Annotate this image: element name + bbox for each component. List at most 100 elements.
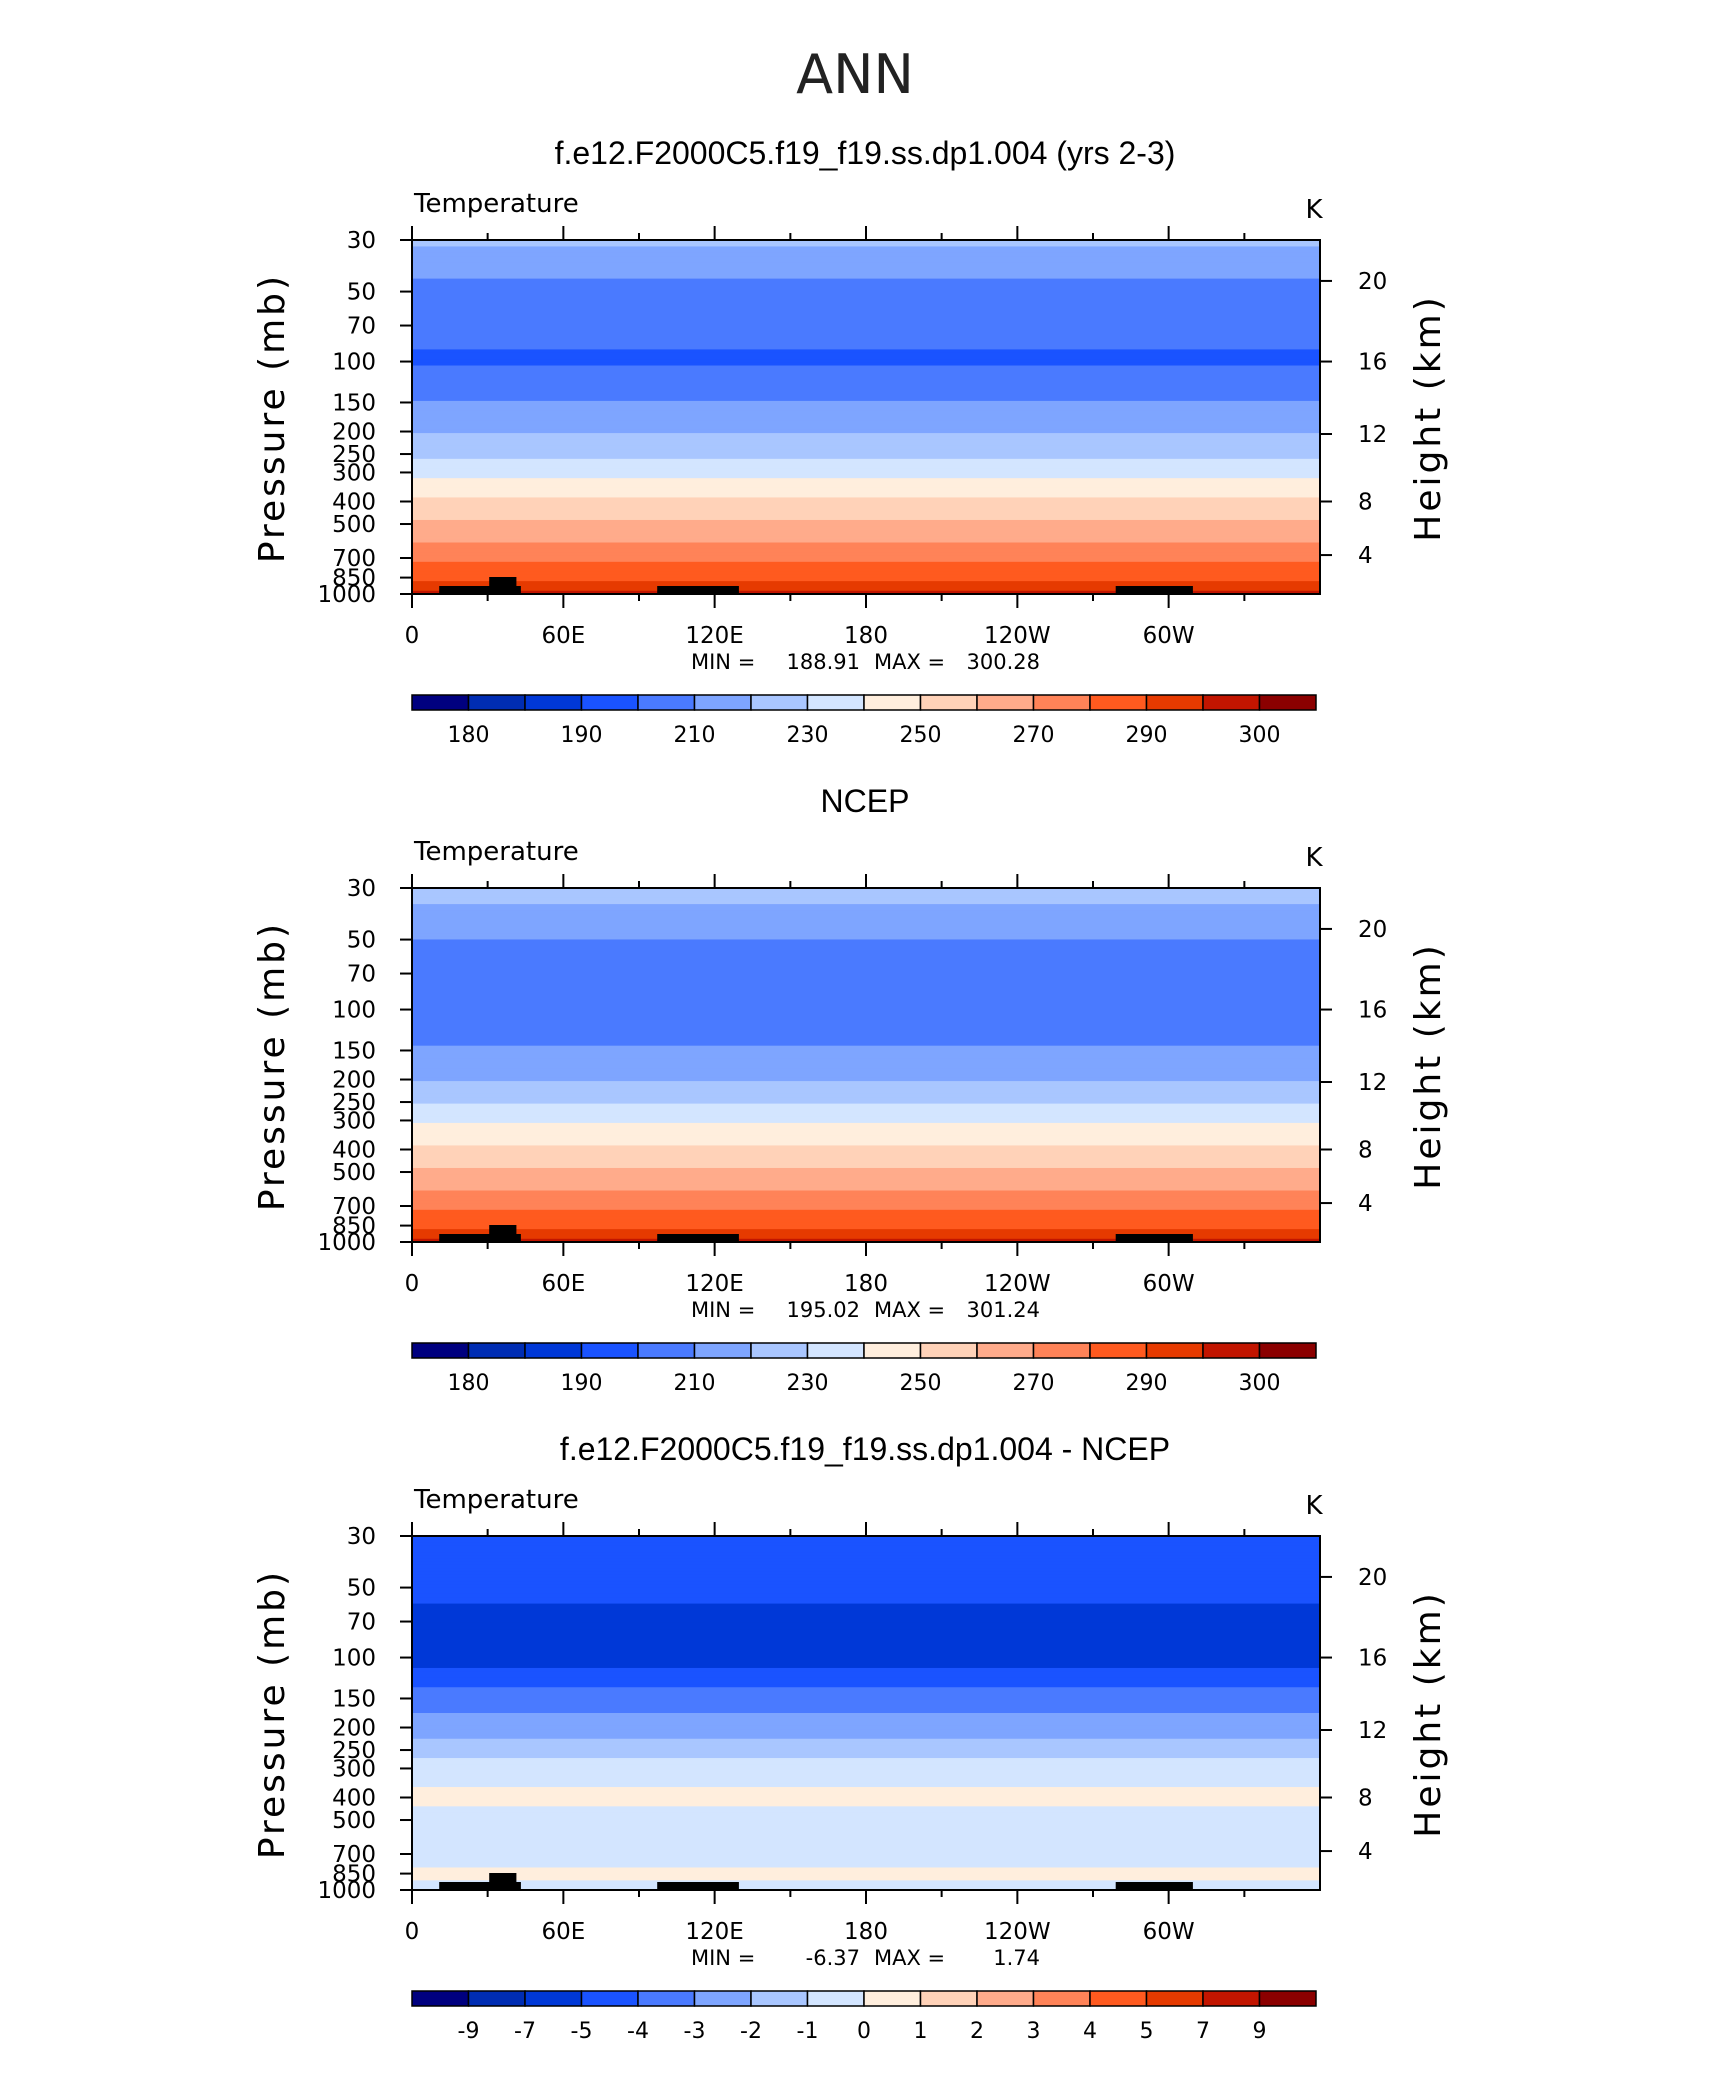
contour-band <box>412 1564 1320 1569</box>
x-tick-label: 0 <box>405 1919 420 1945</box>
contour-band <box>412 1783 1320 1788</box>
contour-band <box>412 523 1320 528</box>
contour-band <box>412 449 1320 454</box>
contour-band <box>412 310 1320 315</box>
colorbar: 180 190 210 230 250 270 290 300 <box>411 1342 1317 1396</box>
contour-band <box>412 1106 1320 1111</box>
contour-band <box>412 362 1320 367</box>
x-tick-label: 0 <box>405 1271 420 1297</box>
contour-band <box>412 1600 1320 1605</box>
units-label: K <box>1305 843 1323 873</box>
contour-band <box>412 1103 1320 1108</box>
contour-band <box>412 978 1320 983</box>
colorbar-swatch <box>411 694 470 711</box>
y-tick-label: 30 <box>347 1524 376 1550</box>
contour-band <box>412 1741 1320 1746</box>
contour-band <box>412 958 1320 963</box>
contour-band <box>412 378 1320 383</box>
contour-band <box>412 1851 1320 1856</box>
contour-band <box>412 916 1320 921</box>
y2-tick-label: 12 <box>1358 1070 1387 1096</box>
terrain-block <box>439 1234 521 1242</box>
contour-band <box>412 1626 1320 1631</box>
contour-band <box>412 1635 1320 1640</box>
colorbar-swatch <box>411 1990 470 2007</box>
colorbar-swatch <box>411 1342 470 1359</box>
contour-band <box>412 1680 1320 1685</box>
y-tick-label: 30 <box>347 876 376 902</box>
colorbar-swatch <box>1202 1342 1261 1359</box>
variable-label: Temperature <box>413 1485 579 1515</box>
contour-band <box>412 1725 1320 1730</box>
contour-band <box>412 323 1320 328</box>
contour-band <box>412 445 1320 450</box>
colorbar-swatch <box>637 1990 696 2007</box>
contour-band <box>412 1809 1320 1814</box>
y-tick-label: 400 <box>332 1137 376 1163</box>
contour-band <box>412 413 1320 418</box>
contour-band <box>412 939 1320 944</box>
colorbar-swatch <box>693 1342 752 1359</box>
colorbar-label: -4 <box>627 2019 649 2044</box>
x-tick-label: 120W <box>984 623 1051 649</box>
contour-band <box>412 423 1320 428</box>
contour-band <box>412 1642 1320 1647</box>
colorbar-swatch <box>467 1990 526 2007</box>
contour-band <box>412 1597 1320 1602</box>
contour-bands <box>412 888 1320 1243</box>
contour-band <box>412 1700 1320 1705</box>
x-tick-label: 60W <box>1143 623 1195 649</box>
colorbar-label: 4 <box>1083 2019 1097 2044</box>
contour-band <box>412 965 1320 970</box>
contour-band <box>412 1803 1320 1808</box>
min-max-stats: MIN = 195.02 MAX = 301.24 <box>691 1298 1040 1322</box>
contour-band <box>412 1177 1320 1182</box>
contour-band <box>412 529 1320 534</box>
y2-tick-label: 8 <box>1358 1137 1373 1163</box>
y-tick-label: 300 <box>332 460 376 486</box>
y2-tick-label: 20 <box>1358 1565 1387 1591</box>
max-value: 300.28 <box>967 650 1040 674</box>
contour-band <box>412 1074 1320 1079</box>
y-tick-label: 500 <box>332 512 376 538</box>
contour-band <box>412 381 1320 386</box>
contour-band <box>412 1013 1320 1018</box>
contour-band <box>412 1745 1320 1750</box>
contour-band <box>412 259 1320 264</box>
colorbar-label: 180 <box>448 723 490 748</box>
contour-bands <box>412 240 1320 595</box>
contour-band <box>412 1577 1320 1582</box>
contour-band <box>412 1081 1320 1086</box>
contour-band <box>412 1219 1320 1224</box>
contour-band <box>412 974 1320 979</box>
contour-band <box>412 1190 1320 1195</box>
y-axis-title: Pressure (mb) <box>252 921 293 1211</box>
max-value: 301.24 <box>967 1298 1040 1322</box>
contour-band <box>412 904 1320 909</box>
panel-title: f.e12.F2000C5.f19_f19.ss.dp1.004 - NCEP <box>560 1431 1170 1467</box>
y-tick-label: 400 <box>332 489 376 515</box>
contour-band <box>412 1732 1320 1737</box>
contour-band <box>412 1593 1320 1598</box>
contour-band <box>412 285 1320 289</box>
colorbar-label: 210 <box>674 723 716 748</box>
contour-band <box>412 478 1320 483</box>
contour-band <box>412 1796 1320 1801</box>
contour-band <box>412 1664 1320 1669</box>
contour-band <box>412 355 1320 360</box>
contour-band <box>412 1087 1320 1092</box>
contour-band <box>412 1093 1320 1098</box>
contour-band <box>412 1687 1320 1692</box>
panel-2: NCEP Temperature K 0 60E 120E 180 120W 60W 30 50 70… <box>252 783 1449 1396</box>
x-tick-label: 180 <box>844 1271 888 1297</box>
contour-band <box>412 1703 1320 1708</box>
contour-band <box>412 1729 1320 1734</box>
contour-band <box>412 516 1320 521</box>
colorbar-label: 3 <box>1027 2019 1041 2044</box>
y-axis-height: 20 16 12 8 4 Height (km) <box>1320 917 1449 1217</box>
contour-band <box>412 474 1320 479</box>
y-tick-label: 250 <box>332 442 376 468</box>
colorbar-swatch <box>919 1342 978 1359</box>
y-tick-label: 850 <box>332 566 376 592</box>
